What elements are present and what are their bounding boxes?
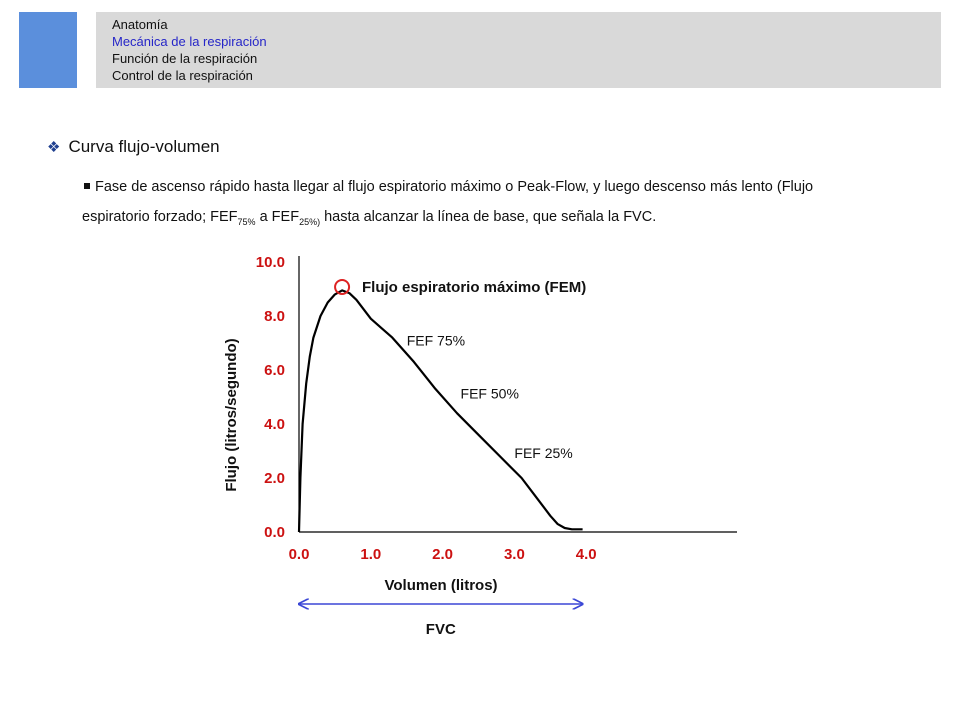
nav-item-anatomia[interactable]: Anatomía [112,17,168,32]
x-tick-label: 1.0 [360,546,381,563]
section-heading: ❖ Curva flujo-volumen [47,137,220,157]
x-tick-label: 3.0 [504,546,525,563]
fef-annotation: FEF 25% [514,445,572,461]
diamond-bullet-icon: ❖ [47,139,61,156]
y-tick-label: 0.0 [264,524,285,541]
paragraph-part3: hasta alcanzar la línea de base, que señ… [320,209,657,225]
paragraph-sub1: 75% [237,216,256,227]
y-tick-label: 6.0 [264,362,285,379]
section-title: Curva flujo-volumen [68,137,220,156]
description-paragraph: Fase de ascenso rápido hasta llegar al f… [82,172,832,237]
x-axis-title: Volumen (litros) [384,577,497,594]
peak-flow-marker [334,279,351,295]
peak-flow-label: Flujo espiratorio máximo (FEM) [362,279,586,296]
paragraph-part1: Fase de ascenso rápido hasta llegar al f… [82,179,814,225]
y-tick-label: 2.0 [264,470,285,487]
nav-item-funcion[interactable]: Función de la respiración [112,51,258,66]
fvc-label: FVC [426,621,456,638]
x-tick-label: 4.0 [576,546,597,563]
y-axis-title: Flujo (litros/segundo) [223,338,240,491]
paragraph-sub2: 25%) [299,216,321,227]
topic-nav: Anatomía Mecánica de la respiración Func… [96,12,941,88]
y-tick-label: 8.0 [264,308,285,325]
x-tick-label: 2.0 [432,546,453,563]
paragraph-part2: a FEF [255,209,300,225]
fef-annotation: FEF 75% [407,333,465,349]
flow-volume-curve [297,289,583,533]
y-tick-label: 10.0 [256,254,285,271]
nav-item-mecanica[interactable]: Mecánica de la respiración [112,34,267,49]
x-tick-label: 0.0 [289,546,310,563]
fef-annotation: FEF 50% [461,385,519,401]
square-bullet-icon [84,183,90,190]
y-tick-label: 4.0 [264,416,285,433]
header-accent-block [19,12,77,88]
nav-item-control[interactable]: Control de la respiración [112,68,253,83]
topic-nav-list: Anatomía Mecánica de la respiración Func… [112,16,267,84]
